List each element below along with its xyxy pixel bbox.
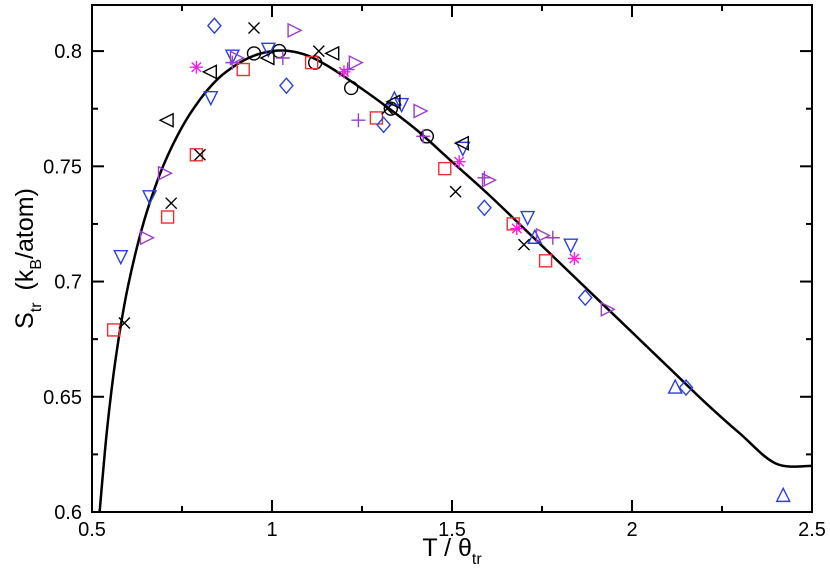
data-point-triangle-down — [393, 97, 410, 114]
fit-curve-layer — [98, 49, 812, 512]
y-axis-title-sub: tr — [28, 302, 45, 312]
data-point-plus — [275, 51, 290, 66]
y-axis-unit-suffix: /atom) — [11, 188, 39, 259]
y-axis-title-main: S — [11, 312, 39, 329]
y-tick-label: 0.8 — [54, 41, 82, 63]
data-point-x — [248, 22, 260, 35]
data-point-x — [194, 148, 206, 161]
data-point-triangle-right — [413, 103, 429, 119]
data-point-asterisk — [452, 155, 466, 169]
data-point-triangle-left — [201, 64, 218, 80]
data-point-square — [236, 62, 250, 77]
x-tick-label: 1 — [266, 519, 277, 541]
data-point-circle — [246, 46, 262, 61]
y-axis-title: Str (kB/atom) — [11, 188, 45, 329]
data-point-asterisk — [337, 65, 351, 79]
y-tick-label: 0.75 — [43, 156, 82, 178]
data-point-triangle-up — [775, 486, 791, 503]
data-point-x — [381, 102, 394, 115]
data-point-triangle-left — [453, 135, 469, 151]
data-point-square — [506, 217, 520, 231]
y-tick-label: 0.6 — [54, 502, 82, 524]
data-point-triangle-right — [139, 230, 156, 246]
data-point-triangle-down — [224, 49, 241, 65]
data-point-triangle-left — [158, 112, 174, 128]
data-point-triangle-up — [667, 378, 683, 394]
data-point-triangle-down — [113, 249, 129, 266]
data-point-triangle-up — [527, 228, 543, 244]
data-point-plus — [340, 62, 355, 77]
data-point-asterisk — [567, 252, 581, 265]
data-point-x — [312, 45, 325, 58]
data-point-plus — [351, 113, 366, 128]
data-point-square — [160, 210, 175, 224]
data-point-triangle-down — [260, 42, 277, 58]
data-point-diamond — [376, 116, 392, 134]
data-point-diamond — [278, 77, 294, 95]
data-point-triangle-right — [229, 50, 246, 66]
data-point-diamond — [206, 17, 222, 35]
y-tick-label: 0.7 — [54, 272, 82, 294]
data-points-layer — [106, 17, 791, 503]
data-point-square — [538, 254, 553, 268]
data-point-triangle-right — [287, 22, 303, 38]
data-point-triangle-left — [324, 45, 340, 62]
y-tick-label: 0.65 — [43, 387, 82, 409]
data-point-triangle-down — [203, 90, 219, 107]
data-point-x — [118, 317, 131, 330]
data-point-x — [165, 197, 178, 210]
data-point-square — [189, 148, 204, 162]
data-point-plus — [545, 230, 560, 245]
data-point-x — [449, 185, 462, 198]
data-point-square — [304, 55, 319, 70]
y-axis-unit-prefix: (k — [11, 269, 39, 290]
data-point-triangle-left — [385, 94, 401, 110]
tick-labels-layer: 0.5 1 1.5 2 2.5 0.6 0.65 0.7 0.75 0.8 — [43, 41, 826, 541]
x-tick-label: 2 — [626, 519, 637, 541]
data-point-square — [369, 111, 384, 125]
data-point-diamond — [678, 378, 694, 397]
data-point-asterisk — [189, 60, 203, 74]
data-point-plus — [416, 129, 431, 144]
x-axis-title: T / θtr — [422, 534, 482, 568]
x-tick-label: 2.5 — [798, 519, 826, 541]
data-point-triangle-right — [157, 165, 174, 181]
y-axis-unit-sub: B — [28, 259, 45, 270]
x-axis-title-main: T / θ — [422, 534, 472, 562]
data-point-plus — [225, 55, 240, 70]
data-point-triangle-left — [259, 50, 275, 66]
data-point-diamond — [476, 199, 492, 217]
x-tick-label: 1.5 — [438, 519, 466, 541]
data-point-triangle-right — [600, 301, 616, 317]
data-point-triangle-right — [348, 54, 364, 71]
ticks-layer — [91, 5, 813, 513]
data-point-triangle-down — [141, 190, 158, 206]
data-point-diamond — [577, 289, 593, 307]
data-point-triangle-right — [481, 172, 498, 188]
data-point-triangle-down — [563, 238, 579, 254]
fit-curve-line — [98, 49, 812, 512]
data-point-square — [106, 323, 121, 337]
data-point-square — [438, 161, 452, 176]
data-point-circle — [383, 101, 398, 116]
data-point-triangle-down — [519, 210, 536, 227]
data-point-asterisk — [510, 222, 524, 236]
x-axis-title-sub: tr — [472, 551, 482, 568]
plot-frame — [91, 4, 813, 513]
data-point-triangle-right — [535, 227, 552, 244]
data-point-circle — [344, 80, 359, 96]
x-tick-label: 0.5 — [78, 519, 106, 541]
data-point-plus — [477, 170, 492, 185]
data-point-x — [518, 238, 530, 251]
